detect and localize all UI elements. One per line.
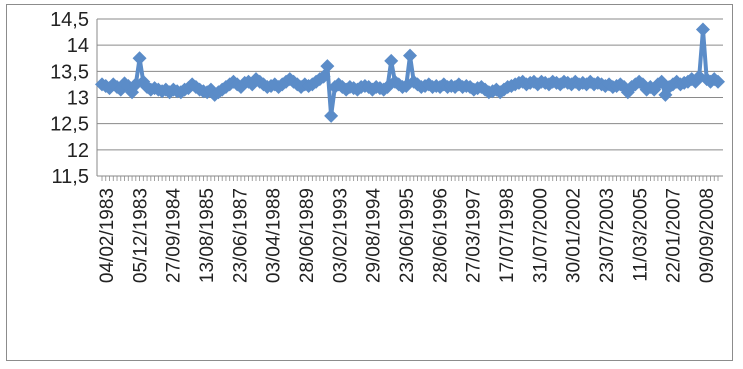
axis-layer bbox=[96, 19, 723, 181]
x-tick-label: 09/09/2008 bbox=[697, 188, 718, 283]
x-tick-label: 03/02/1993 bbox=[330, 188, 351, 283]
x-tick-label: 27/09/1984 bbox=[164, 188, 185, 284]
data-point bbox=[403, 48, 417, 63]
x-tick-label: 23/06/1995 bbox=[397, 188, 418, 283]
data-point bbox=[316, 69, 331, 84]
x-tick-label: 17/07/1998 bbox=[497, 188, 518, 283]
x-tick-label: 28/06/1989 bbox=[297, 188, 318, 283]
y-tick-label: 12 bbox=[67, 140, 89, 162]
data-point bbox=[711, 74, 725, 89]
x-tick-label: 27/03/1997 bbox=[464, 188, 485, 283]
data-point bbox=[695, 22, 710, 37]
y-tick-label: 13,5 bbox=[50, 61, 89, 83]
y-tick-label: 14,5 bbox=[50, 9, 89, 31]
x-tick-labels: 04/02/1983 05/12/1983 27/09/1984 13/08/1985… bbox=[97, 188, 718, 284]
x-tick-label: 22/01/2007 bbox=[664, 188, 685, 283]
series-line bbox=[101, 27, 720, 118]
y-tick-label: 12,5 bbox=[50, 114, 89, 136]
x-tick-label: 28/06/1996 bbox=[430, 188, 451, 283]
series-layer bbox=[95, 22, 725, 123]
y-tick-label: 14 bbox=[67, 35, 89, 57]
x-tick-label: 29/08/1994 bbox=[364, 188, 385, 284]
chart-frame: 11,5 12 12,5 13 13,5 14 14,5 04/02/1983 05/12/1… bbox=[6, 4, 733, 361]
line-chart: 11,5 12 12,5 13 13,5 14 14,5 04/02/1983 05/12/1… bbox=[50, 9, 725, 284]
x-tick-label: 05/12/1983 bbox=[130, 188, 151, 283]
y-tick-labels: 11,5 12 12,5 13 13,5 14 14,5 bbox=[50, 9, 89, 188]
data-point bbox=[132, 51, 147, 66]
x-tick-label: 11/03/2005 bbox=[630, 188, 651, 282]
data-point bbox=[324, 108, 339, 123]
grid-layer bbox=[97, 18, 723, 151]
data-point bbox=[320, 59, 335, 74]
y-tick-label: 13 bbox=[67, 88, 89, 110]
x-tick-label: 13/08/1985 bbox=[197, 188, 218, 283]
y-tick-label: 11,5 bbox=[52, 166, 89, 188]
x-tick-label: 23/07/2003 bbox=[597, 188, 618, 283]
x-tick-label: 04/02/1983 bbox=[97, 188, 118, 283]
data-point bbox=[384, 53, 399, 68]
x-tick-label: 31/07/2000 bbox=[530, 188, 551, 283]
x-tick-label: 23/06/1987 bbox=[230, 188, 251, 283]
x-tick-label: 03/04/1988 bbox=[264, 188, 285, 283]
x-tick-label: 30/01/2002 bbox=[564, 188, 585, 283]
